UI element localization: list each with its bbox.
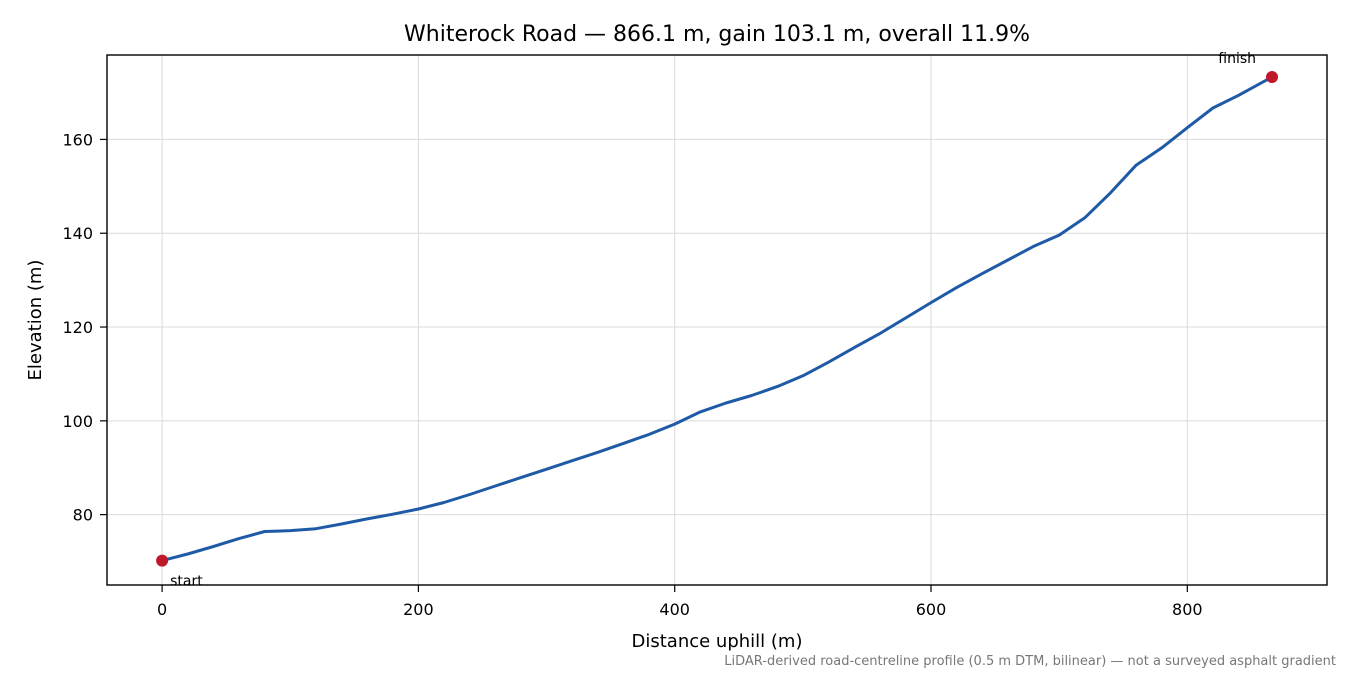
x-tick-label: 800 [1172, 600, 1203, 619]
x-tick-label: 200 [403, 600, 434, 619]
series-layer [160, 75, 1274, 563]
x-axis-label: Distance uphill (m) [632, 631, 803, 652]
y-axis-label: Elevation (m) [25, 260, 46, 381]
finish-marker [1266, 71, 1279, 84]
finish-label: finish [1218, 51, 1256, 67]
grid-layer [107, 55, 1327, 585]
y-tick-label: 160 [62, 130, 93, 149]
footnote: LiDAR-derived road-centreline profile (0… [724, 654, 1336, 669]
x-tick-label: 0 [157, 600, 167, 619]
annotation-layer: start finish [156, 51, 1279, 590]
x-tick-label: 400 [659, 600, 690, 619]
elevation-profile-line [160, 75, 1274, 563]
y-tick-label: 100 [62, 412, 93, 431]
plot-frame [106, 54, 1328, 586]
start-label: start [170, 574, 203, 590]
y-tick-label: 140 [62, 224, 93, 243]
y-tick-label: 80 [73, 506, 93, 525]
y-tick-label: 120 [62, 318, 93, 337]
x-tick-label: 600 [916, 600, 947, 619]
tick-layer: 0 200 400 600 800 80 100 120 140 160 [62, 130, 1202, 619]
start-marker [156, 554, 169, 567]
chart-title: Whiterock Road — 866.1 m, gain 103.1 m, … [404, 22, 1030, 47]
